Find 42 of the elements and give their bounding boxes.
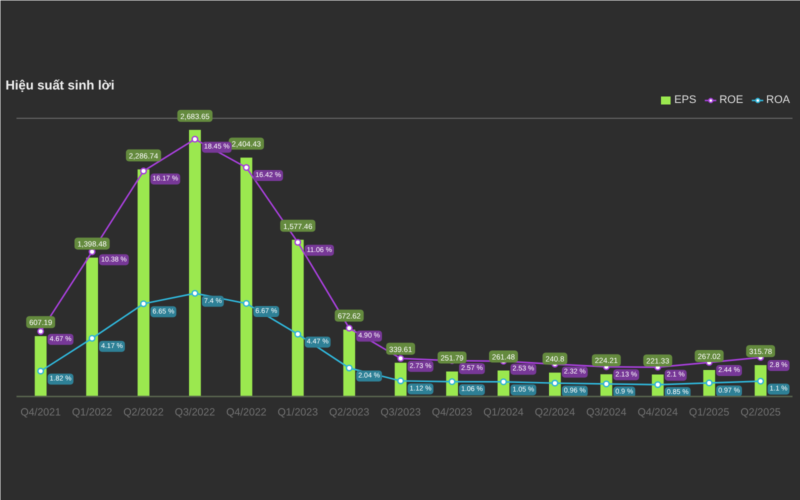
x-tick-label: Q1/2024 [483,406,524,418]
point [294,238,302,246]
bar [189,130,201,396]
x-tick-label: Q3/2024 [586,406,627,418]
point [242,300,250,307]
x-tick-label: Q4/2021 [20,406,61,418]
point [294,330,302,338]
point [346,324,353,332]
point [88,334,96,342]
bar [34,336,47,396]
bar [240,158,252,396]
point [757,378,764,385]
point [140,168,147,174]
point [346,364,353,372]
x-tick-label: Q1/2025 [689,406,730,418]
x-tick-label: Q2/2023 [329,406,370,418]
point [397,377,404,384]
x-tick-label: Q4/2024 [638,406,678,418]
x-tick-label: Q3/2023 [380,406,421,418]
x-tick-label: Q4/2023 [432,406,472,418]
point [37,328,44,335]
x-tick-label: Q1/2022 [72,406,112,418]
x-tick-label: Q2/2022 [123,406,164,418]
point [191,136,198,143]
x-tick-label: Q2/2024 [534,406,576,418]
bar [86,258,98,396]
legend-label: EPS [674,94,696,106]
chart-title: Hiệu suất sinh lời [6,78,114,92]
bar [138,169,150,396]
x-tick-label: Q4/2022 [226,406,267,418]
x-tick-label: Q3/2022 [174,406,216,418]
point [140,300,147,308]
point [37,368,44,375]
legend-label: ROE [719,94,744,106]
legend-label: ROA [766,94,790,106]
point [242,164,250,171]
x-tick-label: Q2/2025 [740,406,781,418]
point [397,354,404,362]
bar [292,240,304,396]
x-tick-label: Q1/2023 [278,406,318,418]
bar [343,330,356,396]
point [191,290,198,297]
